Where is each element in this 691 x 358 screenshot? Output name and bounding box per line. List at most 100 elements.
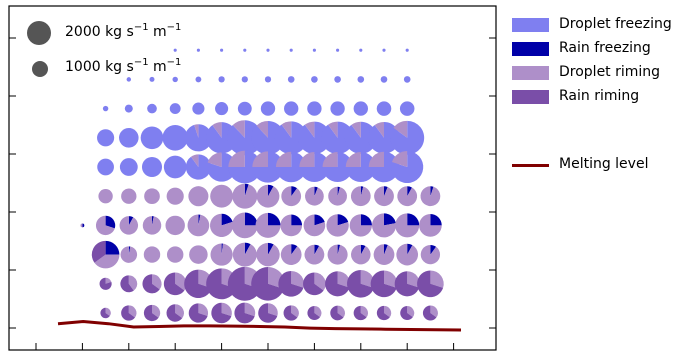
pie-slice (430, 270, 444, 288)
pie-slice (328, 186, 347, 206)
pie-slice (373, 244, 395, 265)
pie-slice (307, 306, 321, 320)
pie-slice (198, 214, 201, 226)
pie-slice (407, 306, 415, 318)
pie-slice (380, 76, 388, 83)
pie-slice (420, 186, 441, 207)
pie-slice (80, 223, 83, 228)
pie-slice (244, 242, 251, 255)
pie-slice (207, 152, 222, 167)
pie-slice (353, 305, 367, 321)
pie-slice (241, 76, 248, 83)
pie-slice (337, 186, 340, 197)
pie-slice (144, 188, 160, 205)
pie-slice (218, 76, 225, 83)
pie-slice (105, 240, 120, 255)
pie-slice (256, 242, 280, 267)
pie-slice (206, 268, 237, 300)
pie-slice (314, 214, 325, 226)
pie-slice (430, 244, 437, 255)
pie-slice (407, 213, 420, 226)
pie-slice (280, 244, 302, 265)
pie-slice (105, 307, 111, 317)
pie-slice (284, 101, 299, 116)
pie-slice (396, 243, 419, 266)
pie-slice (393, 120, 408, 138)
pie-slice (405, 48, 409, 52)
pie-slice (221, 213, 233, 226)
pie-slice (420, 244, 441, 265)
pie-slice (94, 254, 120, 269)
pie-slice (194, 124, 199, 138)
pie-slice (256, 184, 280, 208)
legend-swatch (512, 66, 549, 80)
pie-slice (268, 184, 274, 197)
pie-slice (291, 270, 305, 288)
pie-slice (353, 101, 368, 116)
pie-slice (91, 240, 106, 263)
pie-slice (281, 121, 292, 138)
pie-slice (314, 186, 318, 197)
pie-slice (384, 213, 396, 226)
pie-slice (252, 151, 268, 167)
pie-slice (256, 121, 268, 138)
pie-slice (322, 151, 338, 167)
pie-slice (311, 76, 318, 83)
pie-slice (165, 215, 185, 236)
legend-label: Droplet riming (559, 64, 661, 80)
pie-slice (289, 48, 293, 52)
pie-slice (119, 128, 139, 148)
pie-slice (255, 212, 281, 238)
pie-slice (291, 305, 299, 318)
pie-slice (172, 76, 178, 83)
pie-slice (215, 102, 229, 116)
pie-slice (281, 186, 302, 207)
pie-slice (330, 101, 345, 116)
pie-slice (419, 214, 442, 237)
pie-slice (314, 244, 320, 255)
pie-slice (360, 186, 364, 197)
pie-slice (119, 158, 138, 176)
pie-slice (220, 48, 224, 52)
pie-slice (360, 305, 368, 318)
pie-slice (166, 304, 183, 322)
pie-slice (198, 303, 209, 316)
size-legend-dot-small (32, 61, 48, 77)
pie-slice (430, 186, 434, 197)
pie-slice (287, 76, 295, 83)
pie-slice (95, 215, 115, 236)
pie-slice (422, 305, 437, 321)
pie-slice (143, 246, 161, 263)
pie-slice (128, 305, 137, 318)
pie-slice (189, 245, 208, 264)
pie-slice (210, 243, 233, 266)
pie-slice (291, 244, 298, 255)
legend-label: Droplet freezing (559, 16, 672, 32)
pie-slice (395, 213, 420, 238)
pie-slice (188, 186, 209, 207)
pie-slice (105, 277, 112, 284)
pie-slice (119, 216, 139, 235)
pie-slice (376, 305, 390, 321)
pie-slice (163, 272, 185, 296)
pie-slice (128, 275, 138, 291)
pie-slice (376, 101, 392, 116)
pie-slice (280, 214, 303, 237)
pie-slice (299, 151, 315, 167)
legend-label: Rain freezing (559, 40, 651, 56)
pie-slice (384, 270, 398, 288)
legend-label: Melting level (559, 156, 649, 172)
pie-slice (430, 305, 438, 318)
pie-slice (394, 271, 420, 297)
pie-slice (102, 105, 109, 112)
size-legend-dot-large (27, 21, 51, 45)
pie-slice (400, 306, 413, 320)
pie-slice (251, 267, 284, 301)
pie-slice (232, 183, 258, 209)
pie-slice (140, 126, 164, 150)
pie-slice (360, 244, 366, 255)
pie-slice (391, 150, 408, 167)
pie-slice (344, 121, 377, 154)
pie-slice (142, 274, 160, 294)
